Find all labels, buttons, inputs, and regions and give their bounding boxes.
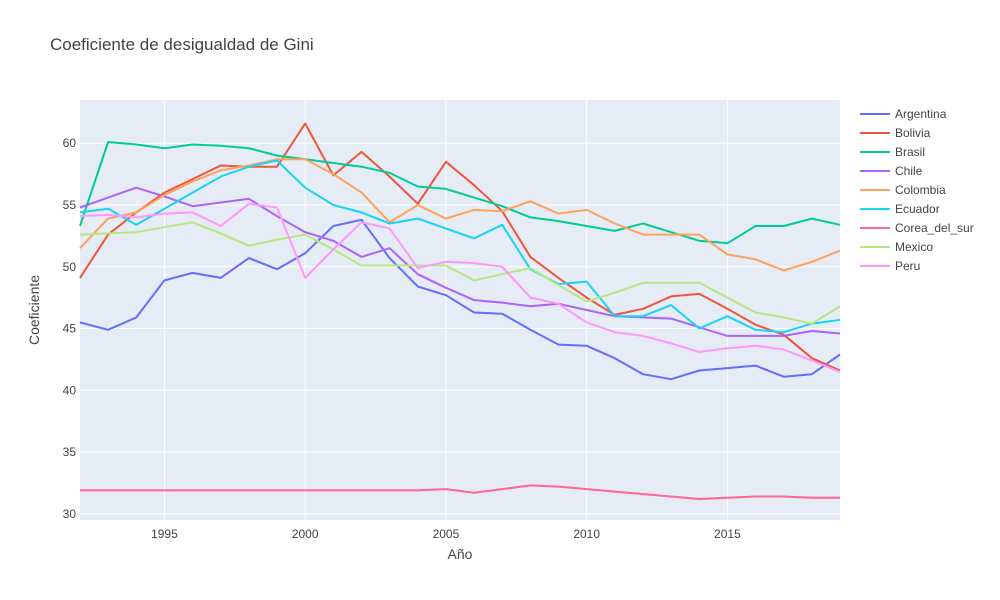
legend-label: Mexico — [895, 240, 933, 254]
y-tick-label: 60 — [63, 136, 77, 150]
series-line-ecuador — [79, 159, 841, 334]
x-tick-labels: 1995 2000 2005 2010 2015 — [151, 527, 741, 541]
legend-item-argentina[interactable]: Argentina — [860, 107, 947, 121]
legend-item-colombia[interactable]: Colombia — [860, 183, 946, 197]
legend-label: Bolivia — [895, 126, 931, 140]
legend-item-ecuador[interactable]: Ecuador — [860, 202, 940, 216]
legend-item-chile[interactable]: Chile — [860, 164, 923, 178]
x-tick-label: 2005 — [433, 527, 460, 541]
legend-item-bolivia[interactable]: Bolivia — [860, 126, 931, 140]
series-line-mexico — [79, 221, 841, 325]
chart-title: Coeficiente de desigualdad de Gini — [50, 35, 314, 54]
legend-item-brasil[interactable]: Brasil — [860, 145, 925, 159]
plot-area — [80, 100, 840, 520]
series-lines — [79, 122, 841, 500]
legend-label: Corea_del_sur — [895, 221, 974, 235]
x-tick-label: 1995 — [151, 527, 178, 541]
series-line-chile — [79, 186, 841, 337]
y-tick-label: 50 — [63, 260, 77, 274]
series-line-brasil — [79, 141, 841, 245]
legend-label: Chile — [895, 164, 923, 178]
x-tick-label: 2010 — [573, 527, 600, 541]
legend-label: Argentina — [895, 107, 947, 121]
y-tick-label: 45 — [63, 322, 77, 336]
series-line-argentina — [79, 218, 841, 381]
legend-label: Ecuador — [895, 202, 940, 216]
x-axis-title: Año — [448, 546, 473, 562]
legend[interactable]: Argentina Bolivia Brasil Chile Colombia Ecuad… — [860, 107, 974, 273]
y-tick-label: 40 — [63, 383, 77, 397]
y-tick-label: 30 — [63, 507, 77, 521]
y-tick-label: 35 — [63, 445, 77, 459]
legend-label: Brasil — [895, 145, 925, 159]
y-axis-title: Coeficiente — [26, 275, 42, 345]
legend-item-peru[interactable]: Peru — [860, 259, 920, 273]
x-tick-label: 2015 — [714, 527, 741, 541]
legend-item-mexico[interactable]: Mexico — [860, 240, 933, 254]
y-tick-labels: 30 35 40 45 50 55 60 — [63, 136, 77, 521]
series-line-colombia — [79, 158, 841, 272]
legend-label: Colombia — [895, 183, 946, 197]
legend-item-corea-del-sur[interactable]: Corea_del_sur — [860, 221, 974, 235]
series-line-bolivia — [79, 122, 841, 372]
series-line-peru — [79, 202, 841, 373]
legend-label: Peru — [895, 259, 920, 273]
series-line-corea-del-sur — [80, 484, 840, 500]
x-tick-label: 2000 — [292, 527, 319, 541]
y-tick-label: 55 — [63, 198, 77, 212]
